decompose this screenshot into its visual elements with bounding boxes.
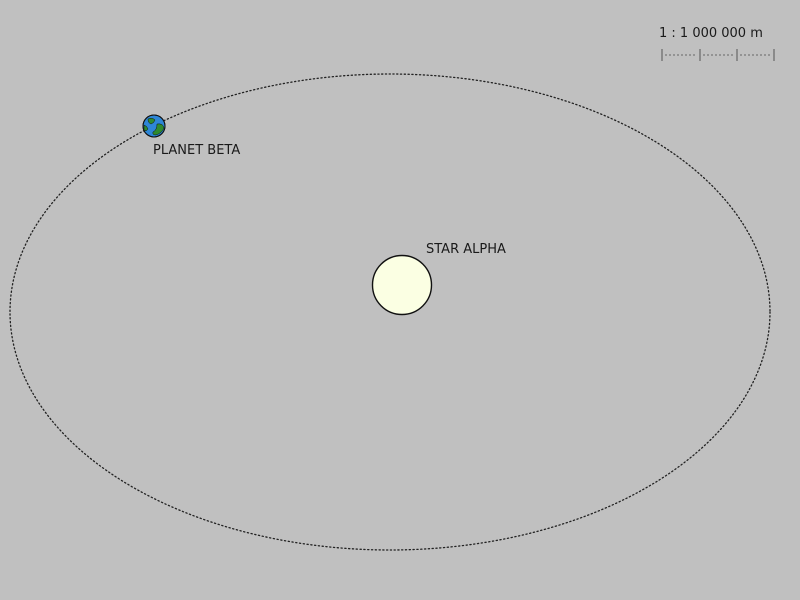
scale-label: 1 : 1 000 000 m	[659, 27, 763, 40]
planet-beta-label: PLANET BETA	[153, 144, 240, 157]
planet-beta-icon	[143, 115, 165, 137]
star-alpha-label: STAR ALPHA	[426, 243, 506, 256]
scale-bar	[660, 47, 776, 63]
star-alpha	[373, 256, 432, 315]
